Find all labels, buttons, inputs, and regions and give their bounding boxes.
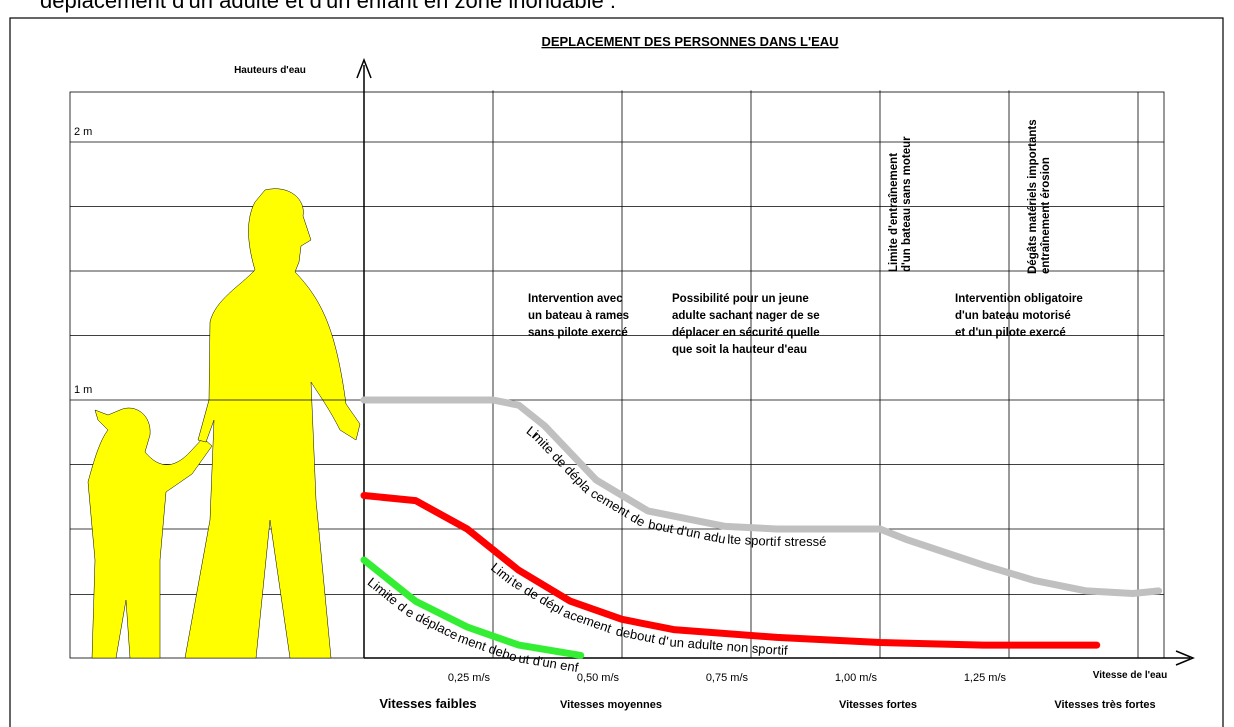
y-tick-label: 1 m (74, 384, 92, 396)
annotation: sans pilote exercé (528, 327, 628, 339)
annotation: Limite d'entraînement (888, 153, 900, 272)
series-label: Limite de déplacement debout d'un adulte… (488, 560, 788, 658)
x-tick-label: 1,00 m/s (835, 672, 878, 684)
speed-class: Vitesses faibles (379, 696, 476, 711)
x-tick-label: 0,50 m/s (577, 672, 620, 684)
annotation: un bateau à rames (528, 310, 629, 322)
heading: déplacement d'un adulte et d'un enfant e… (40, 0, 616, 13)
chart: déplacement d'un adulte et d'un enfant e… (0, 0, 1234, 727)
annotation: et d'un pilote exercé (955, 327, 1066, 339)
speed-class: Vitesses moyennes (560, 699, 662, 711)
annotation: d'un bateau sans moteur (901, 136, 913, 272)
chart-title: DEPLACEMENT DES PERSONNES DANS L'EAU (541, 34, 838, 49)
annotation: déplacer en sécurité quelle (672, 327, 820, 339)
series-label-path: Limite de déplacement debout d'un adulte… (488, 560, 788, 658)
x-tick-label: 1,25 m/s (964, 672, 1007, 684)
x-tick-label: 0,75 m/s (706, 672, 749, 684)
x-axis-label: Vitesse de l'eau (1093, 670, 1167, 681)
page: déplacement d'un adulte et d'un enfant e… (0, 0, 1234, 727)
adult-silhouette (185, 189, 360, 658)
speed-class: Vitesses très fortes (1054, 699, 1155, 711)
y-tick-label: 2 m (74, 126, 92, 138)
annotation: adulte sachant nager de se (672, 310, 820, 322)
series-line (364, 400, 1159, 594)
annotation: Intervention avec (528, 293, 623, 305)
series-line (364, 496, 1097, 646)
speed-class: Vitesses fortes (839, 699, 917, 711)
annotation: Intervention obligatoire (955, 293, 1083, 305)
annotation: Possibilité pour un jeune (672, 293, 809, 305)
y-axis-label: Hauteurs d'eau (234, 65, 306, 76)
annotation: que soit la hauteur d'eau (672, 344, 807, 356)
annotation: d'un bateau motorisé (955, 310, 1071, 322)
annotation: Dégâts matériels importants (1027, 119, 1039, 274)
x-tick-label: 0,25 m/s (448, 672, 491, 684)
annotation: entraînement érosion (1040, 157, 1052, 274)
